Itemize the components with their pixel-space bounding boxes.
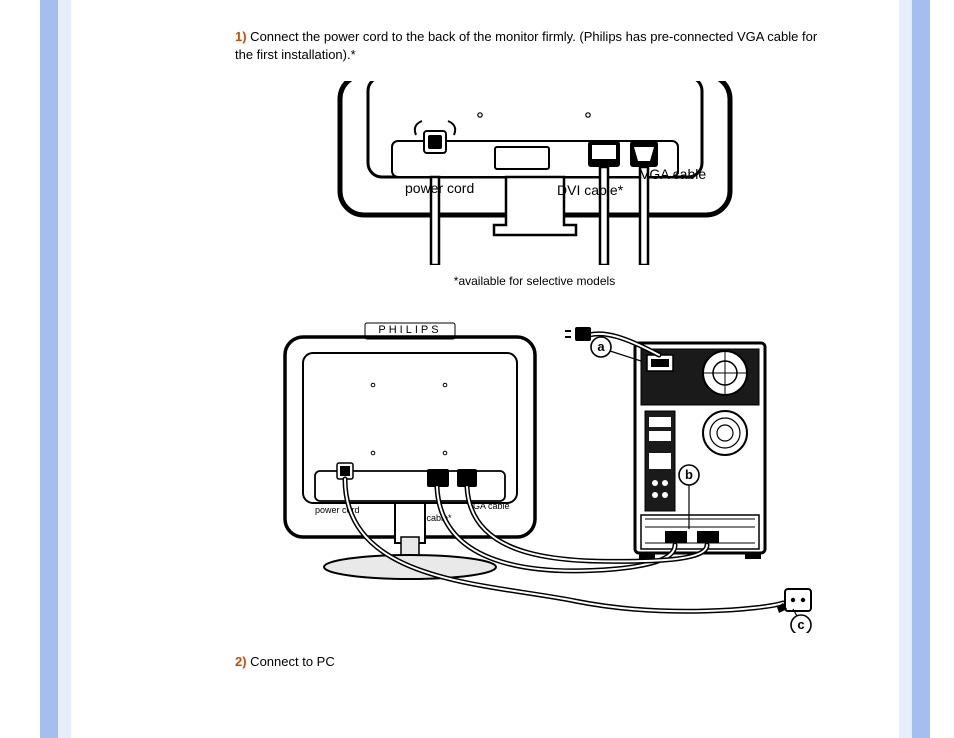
- label-vga-cable: VGA cable: [640, 166, 706, 182]
- figure-2-svg: PHILIPS power cord DVI: [245, 313, 825, 633]
- step-1-number: 1): [235, 29, 247, 44]
- content-area: 1) Connect the power cord to the back of…: [235, 28, 834, 671]
- label-power-cord: power cord: [405, 180, 474, 196]
- monitor-brand: PHILIPS: [378, 324, 441, 336]
- callout-c: c: [797, 617, 804, 632]
- callout-a: a: [597, 339, 605, 354]
- figure-1-caption: *available for selective models: [235, 273, 834, 289]
- margin-stripe-outer-right: [912, 0, 930, 738]
- callout-b: b: [685, 467, 693, 482]
- step-2-body: Connect to PC: [247, 654, 335, 669]
- label-dvi-cable: DVI cable*: [557, 182, 624, 198]
- margin-stripe-inner-left: [58, 0, 71, 738]
- step-1-text: 1) Connect the power cord to the back of…: [235, 28, 834, 63]
- step-2-number: 2): [235, 654, 247, 669]
- pc-power-plug: [565, 327, 591, 341]
- step-2-text: 2) Connect to PC: [235, 653, 834, 671]
- pc-tower: [635, 343, 765, 559]
- figure-1-svg: power cord DVI cable* VGA cable: [320, 75, 750, 265]
- figure-1: power cord DVI cable* VGA cable: [235, 75, 834, 265]
- margin-stripe-outer-left: [40, 0, 58, 738]
- step-1-body: Connect the power cord to the back of th…: [235, 29, 817, 62]
- figure-2: PHILIPS power cord DVI: [235, 313, 834, 633]
- margin-stripe-inner-right: [899, 0, 912, 738]
